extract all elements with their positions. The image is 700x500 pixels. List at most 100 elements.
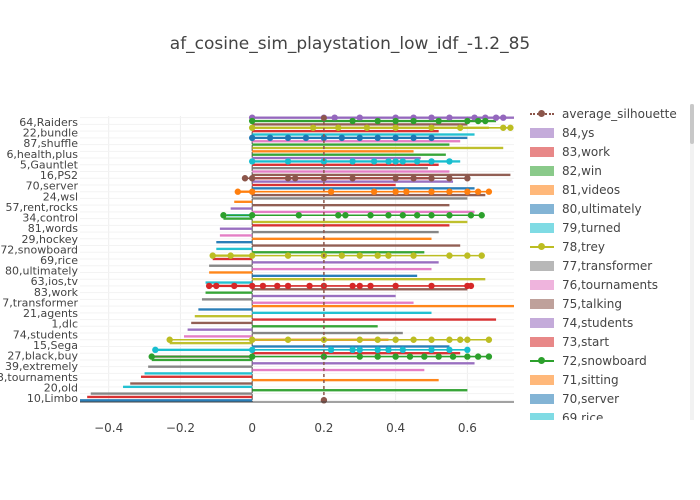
marker-point[interactable] <box>492 114 500 121</box>
marker-point[interactable] <box>449 353 457 360</box>
legend[interactable]: average_silhouette 84,ys 83,work 82,win 81,v… <box>528 104 696 420</box>
marker-point[interactable] <box>406 353 414 360</box>
silhouette-bar[interactable] <box>252 368 425 372</box>
silhouette-bar[interactable] <box>252 156 421 160</box>
silhouette-bar[interactable] <box>198 308 253 311</box>
silhouette-bar[interactable] <box>148 365 253 368</box>
marker-point[interactable] <box>410 134 417 142</box>
silhouette-bar[interactable] <box>212 257 253 261</box>
marker-point[interactable] <box>428 124 435 131</box>
marker-point[interactable] <box>410 336 417 343</box>
legend-item[interactable]: 77,transformer <box>528 256 696 275</box>
legend-item[interactable]: 69,rice <box>528 408 696 420</box>
marker-point[interactable] <box>248 212 256 219</box>
marker-point[interactable] <box>205 282 213 290</box>
marker-point[interactable] <box>356 114 363 121</box>
marker-point[interactable] <box>464 353 471 360</box>
silhouette-bar[interactable] <box>252 123 468 126</box>
marker-point[interactable] <box>338 252 346 259</box>
silhouette-bar[interactable] <box>205 291 253 294</box>
marker-point[interactable] <box>231 282 238 290</box>
silhouette-bar[interactable] <box>252 244 461 247</box>
marker-point[interactable] <box>309 124 317 131</box>
silhouette-bar[interactable] <box>234 200 253 203</box>
silhouette-bar[interactable] <box>252 193 486 197</box>
silhouette-bar[interactable] <box>252 129 439 133</box>
legend-scroll-thumb[interactable] <box>690 104 694 144</box>
silhouette-bar[interactable] <box>252 133 475 136</box>
marker-point[interactable] <box>464 336 471 343</box>
marker-point[interactable] <box>152 346 159 354</box>
marker-point[interactable] <box>428 336 435 343</box>
silhouette-bar[interactable] <box>252 163 439 166</box>
marker-point[interactable] <box>446 158 453 165</box>
marker-point[interactable] <box>385 212 392 219</box>
marker-point[interactable] <box>241 175 249 182</box>
marker-point[interactable] <box>248 124 256 131</box>
marker-point[interactable] <box>428 212 435 219</box>
marker-point[interactable] <box>474 188 482 195</box>
marker-point[interactable] <box>292 175 299 182</box>
silhouette-bar[interactable] <box>252 288 468 291</box>
marker-point[interactable] <box>478 252 485 259</box>
marker-point[interactable] <box>428 175 435 182</box>
marker-point[interactable] <box>399 346 407 354</box>
silhouette-bar[interactable] <box>252 203 450 207</box>
marker-point[interactable] <box>306 282 313 290</box>
marker-point[interactable] <box>363 124 371 131</box>
marker-point[interactable] <box>392 124 399 131</box>
silhouette-bar[interactable] <box>252 187 475 190</box>
marker-point[interactable] <box>284 336 292 343</box>
marker-point[interactable] <box>435 117 442 125</box>
marker-point[interactable] <box>248 175 256 182</box>
legend-item[interactable]: 71,sitting <box>528 370 696 389</box>
silhouette-bar[interactable] <box>87 395 253 399</box>
marker-point[interactable] <box>446 188 453 195</box>
legend-item[interactable]: 83,work <box>528 142 696 161</box>
marker-point[interactable] <box>367 282 374 290</box>
silhouette-bar[interactable] <box>252 230 439 234</box>
marker-point[interactable] <box>421 353 428 360</box>
silhouette-bar[interactable] <box>169 341 253 345</box>
marker-point[interactable] <box>428 114 435 121</box>
marker-point[interactable] <box>335 124 342 131</box>
legend-item[interactable]: 84,ys <box>528 123 696 142</box>
marker-point[interactable] <box>399 158 407 165</box>
silhouette-bar[interactable] <box>252 237 432 240</box>
marker-point[interactable] <box>349 346 356 354</box>
marker-point[interactable] <box>274 282 281 290</box>
silhouette-bar[interactable] <box>252 278 486 281</box>
marker-point[interactable] <box>248 188 256 195</box>
marker-point[interactable] <box>399 212 407 219</box>
marker-point[interactable] <box>385 158 392 165</box>
marker-point[interactable] <box>284 252 292 259</box>
marker-point[interactable] <box>392 175 399 182</box>
marker-point[interactable] <box>410 175 417 182</box>
silhouette-bar[interactable] <box>252 180 454 183</box>
silhouette-bar[interactable] <box>252 210 475 214</box>
marker-point[interactable] <box>234 188 242 195</box>
silhouette-bar[interactable] <box>252 166 428 170</box>
silhouette-bar[interactable] <box>219 227 253 230</box>
marker-point[interactable] <box>248 134 256 142</box>
marker-point[interactable] <box>428 282 435 290</box>
silhouette-bar[interactable] <box>216 240 253 244</box>
marker-point[interactable] <box>410 117 417 125</box>
silhouette-bar[interactable] <box>209 264 253 267</box>
marker-point[interactable] <box>392 336 399 343</box>
marker-point[interactable] <box>464 252 471 259</box>
silhouette-bar[interactable] <box>252 173 511 177</box>
marker-point[interactable] <box>148 353 155 360</box>
marker-point[interactable] <box>349 117 356 125</box>
silhouette-bar[interactable] <box>252 304 514 308</box>
silhouette-bar[interactable] <box>191 321 253 325</box>
marker-point[interactable] <box>467 282 475 290</box>
silhouette-bar[interactable] <box>219 234 253 237</box>
marker-point[interactable] <box>370 188 378 195</box>
marker-point[interactable] <box>385 252 392 259</box>
silhouette-bar[interactable] <box>252 261 439 264</box>
legend-item[interactable]: 73,start <box>528 332 696 351</box>
silhouette-bar[interactable] <box>252 352 461 355</box>
marker-point[interactable] <box>413 212 421 219</box>
silhouette-bar[interactable] <box>194 315 253 318</box>
